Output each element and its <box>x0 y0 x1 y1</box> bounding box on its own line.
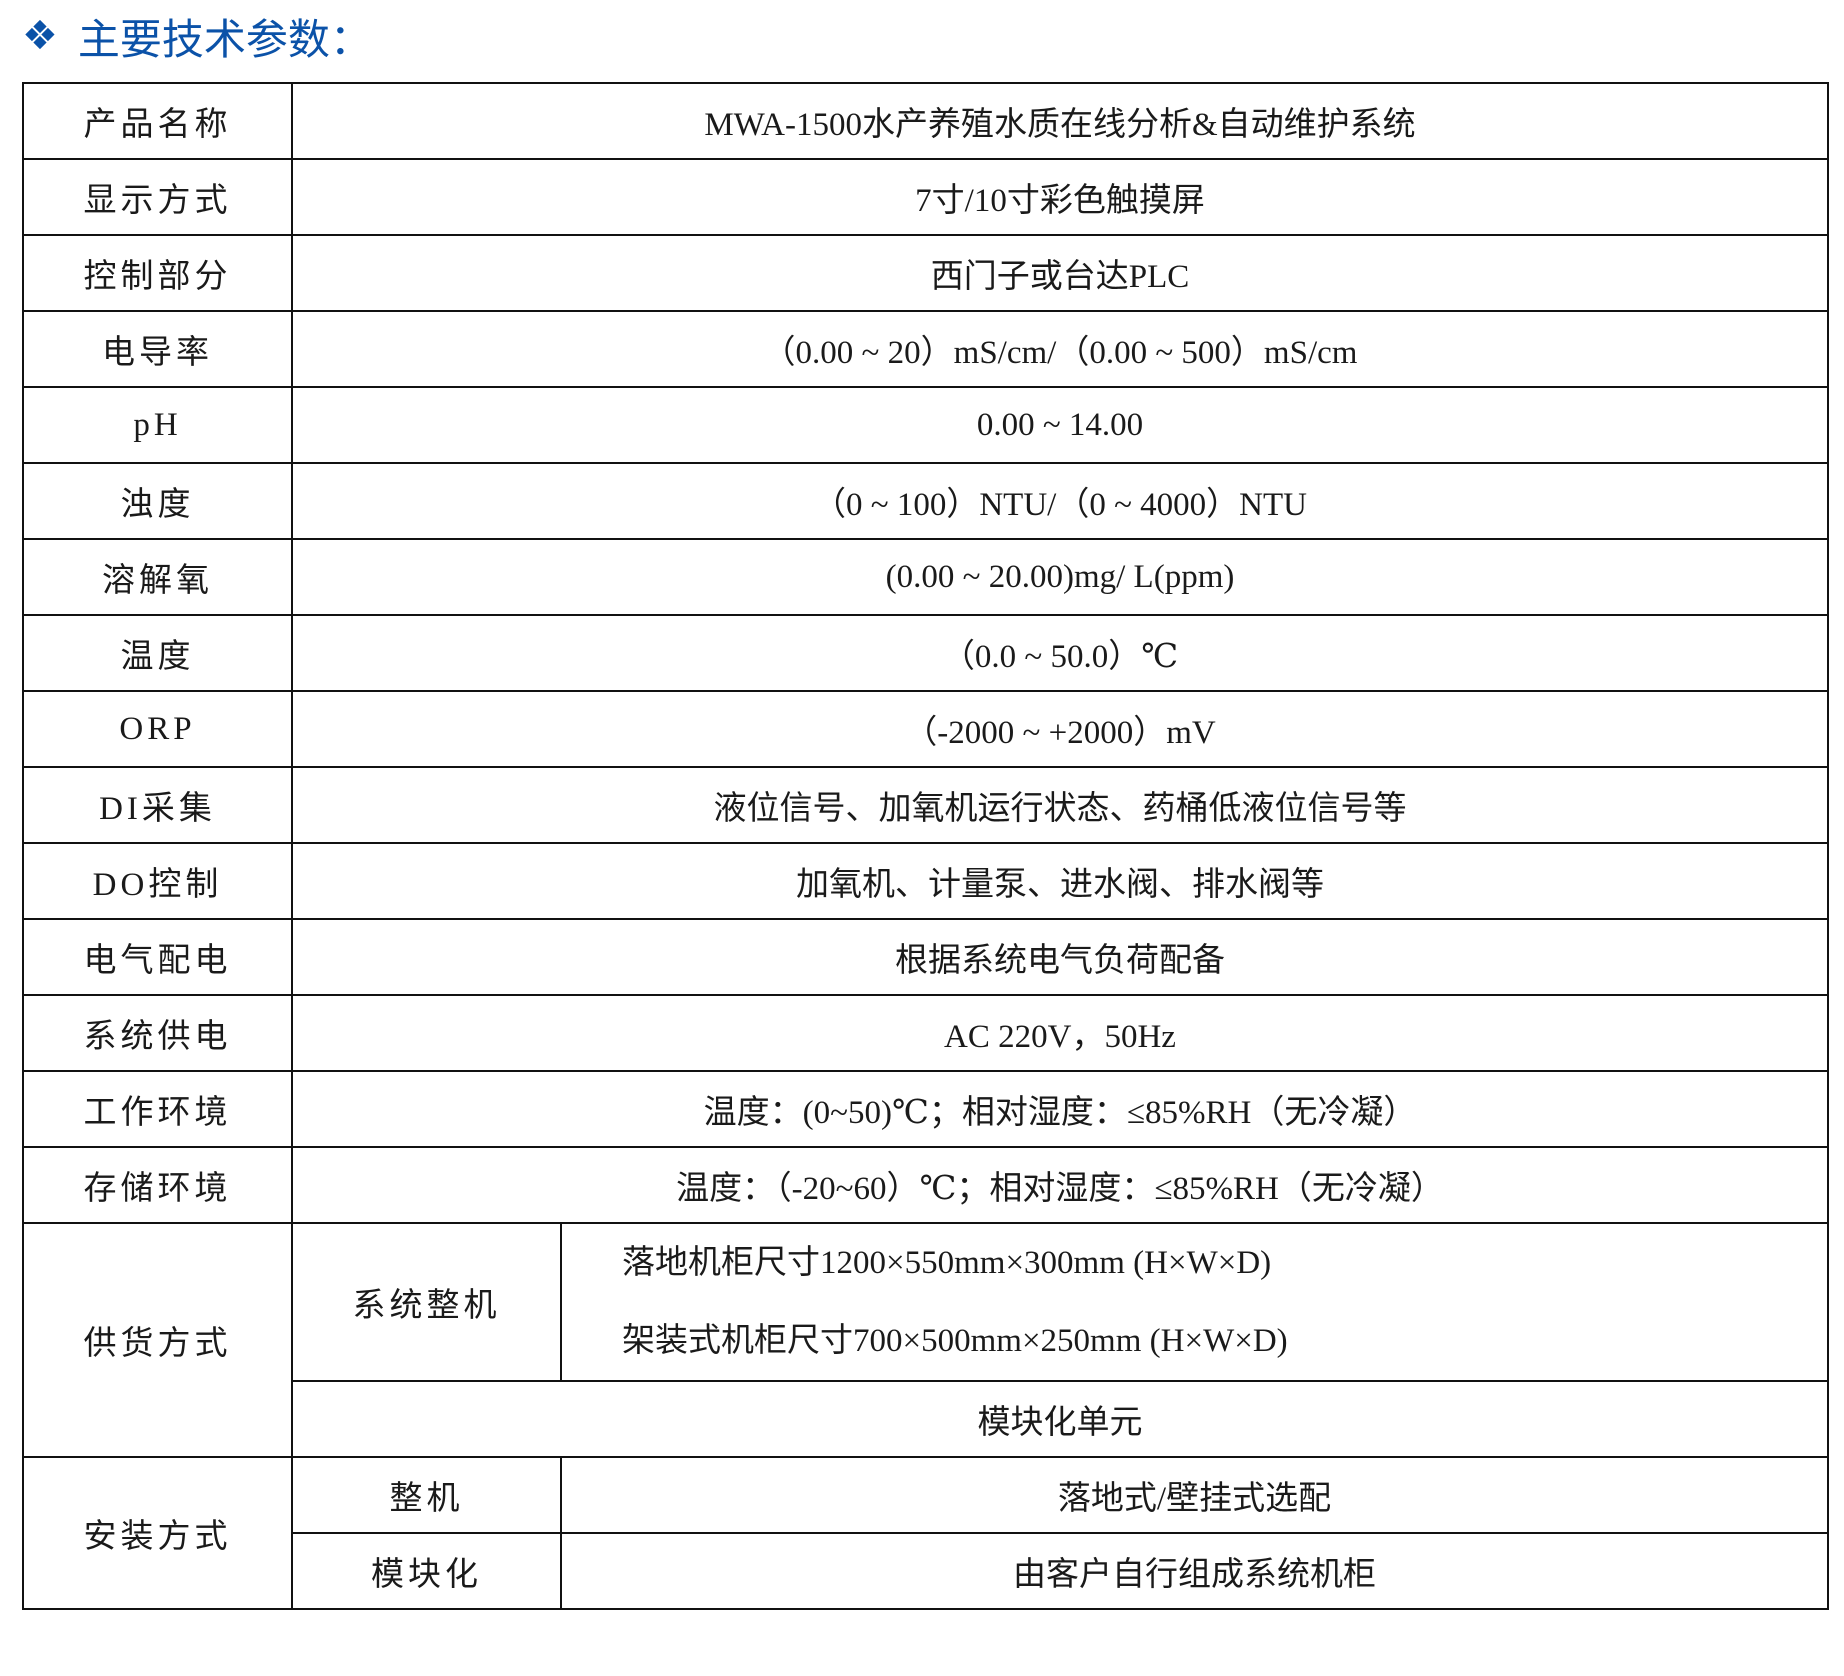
table-row: 产品名称 MWA-1500水产养殖水质在线分析&自动维护系统 <box>22 82 1829 160</box>
table-row: 显示方式 7寸/10寸彩色触摸屏 <box>22 158 1829 236</box>
table-row-supply-module: 模块化单元 <box>23 1380 1829 1458</box>
param-value: 西门子或台达PLC <box>291 234 1829 312</box>
param-label: 浊度 <box>22 462 293 540</box>
spec-table: 产品名称 MWA-1500水产养殖水质在线分析&自动维护系统 显示方式 7寸/10寸彩… <box>22 82 1829 1610</box>
supply-system-value: 落地机柜尺寸1200×550mm×300mm (H×W×D) <box>622 1245 1272 1281</box>
param-value: (0.00 ~ 20.00)mg/ L(ppm) <box>291 538 1829 616</box>
table-row: 溶解氧 (0.00 ~ 20.00)mg/ L(ppm) <box>22 538 1829 616</box>
param-value: 7寸/10寸彩色触摸屏 <box>291 158 1829 236</box>
param-label: 控制部分 <box>22 234 293 312</box>
param-value: 根据系统电气负荷配备 <box>291 918 1829 996</box>
table-row: 控制部分 西门子或台达PLC <box>22 234 1829 312</box>
install-item-value: 落地式/壁挂式选配 <box>560 1456 1829 1534</box>
diamond-cluster-icon: ❖ <box>22 13 58 59</box>
param-value: 温度：（-20~60）℃；相对湿度：≤85%RH（无冷凝） <box>291 1146 1829 1224</box>
param-label: 产品名称 <box>22 82 293 160</box>
table-row-install-whole: 安装方式 整机 落地式/壁挂式选配 <box>22 1456 1829 1610</box>
param-label: 存储环境 <box>22 1146 293 1224</box>
install-item-label: 整机 <box>291 1456 562 1534</box>
install-label: 安装方式 <box>22 1456 293 1610</box>
param-value: 0.00 ~ 14.00 <box>291 386 1829 464</box>
table-row: 工作环境 温度：(0~50)℃；相对湿度：≤85%RH（无冷凝） <box>22 1070 1829 1148</box>
table-row: ORP （-2000 ~ +2000）mV <box>22 690 1829 768</box>
supply-system-label: 系统整机 <box>291 1222 562 1382</box>
param-value: （0 ~ 100）NTU/（0 ~ 4000）NTU <box>291 462 1829 540</box>
param-label: 电导率 <box>22 310 293 388</box>
param-label: 温度 <box>22 614 293 692</box>
supply-system-values: 落地机柜尺寸1200×550mm×300mm (H×W×D) 架装式机柜尺寸70… <box>560 1222 1829 1382</box>
param-label: pH <box>22 386 293 464</box>
supply-label: 供货方式 <box>22 1222 293 1458</box>
param-value: 加氧机、计量泵、进水阀、排水阀等 <box>291 842 1829 920</box>
table-row: 电导率 （0.00 ~ 20）mS/cm/（0.00 ~ 500）mS/cm <box>22 310 1829 388</box>
table-row-supply-system: 供货方式 系统整机 落地机柜尺寸1200×550mm×300mm (H×W×D)… <box>22 1222 1829 1458</box>
table-row: 浊度 （0 ~ 100）NTU/（0 ~ 4000）NTU <box>22 462 1829 540</box>
param-value: AC 220V，50Hz <box>291 994 1829 1072</box>
param-value: 温度：(0~50)℃；相对湿度：≤85%RH（无冷凝） <box>291 1070 1829 1148</box>
table-row: pH 0.00 ~ 14.00 <box>22 386 1829 464</box>
install-item-label: 模块化 <box>291 1532 562 1610</box>
param-label: 溶解氧 <box>22 538 293 616</box>
param-value: MWA-1500水产养殖水质在线分析&自动维护系统 <box>291 82 1829 160</box>
param-value: （0.0 ~ 50.0）℃ <box>291 614 1829 692</box>
param-label: 显示方式 <box>22 158 293 236</box>
table-row: DO控制 加氧机、计量泵、进水阀、排水阀等 <box>22 842 1829 920</box>
param-label: ORP <box>22 690 293 768</box>
param-label: 电气配电 <box>22 918 293 996</box>
table-row: 温度 （0.0 ~ 50.0）℃ <box>22 614 1829 692</box>
supply-system-value: 架装式机柜尺寸700×500mm×250mm (H×W×D) <box>622 1323 1288 1359</box>
supply-module-value: 模块化单元 <box>291 1380 1829 1458</box>
table-row-install-module: 模块化 由客户自行组成系统机柜 <box>23 1532 1829 1610</box>
param-label: DO控制 <box>22 842 293 920</box>
param-label: 工作环境 <box>22 1070 293 1148</box>
section-title-text: 主要技术参数： <box>77 14 372 64</box>
table-row: 存储环境 温度：（-20~60）℃；相对湿度：≤85%RH（无冷凝） <box>22 1146 1829 1224</box>
param-value: （0.00 ~ 20）mS/cm/（0.00 ~ 500）mS/cm <box>291 310 1829 388</box>
install-item-value: 由客户自行组成系统机柜 <box>560 1532 1829 1610</box>
param-label: DI采集 <box>22 766 293 844</box>
param-value: 液位信号、加氧机运行状态、药桶低液位信号等 <box>291 766 1829 844</box>
table-row: 系统供电 AC 220V，50Hz <box>22 994 1829 1072</box>
param-label: 系统供电 <box>22 994 293 1072</box>
table-row: 电气配电 根据系统电气负荷配备 <box>22 918 1829 996</box>
section-title: ❖ 主要技术参数： <box>22 6 372 66</box>
param-value: （-2000 ~ +2000）mV <box>291 690 1829 768</box>
table-row: DI采集 液位信号、加氧机运行状态、药桶低液位信号等 <box>22 766 1829 844</box>
